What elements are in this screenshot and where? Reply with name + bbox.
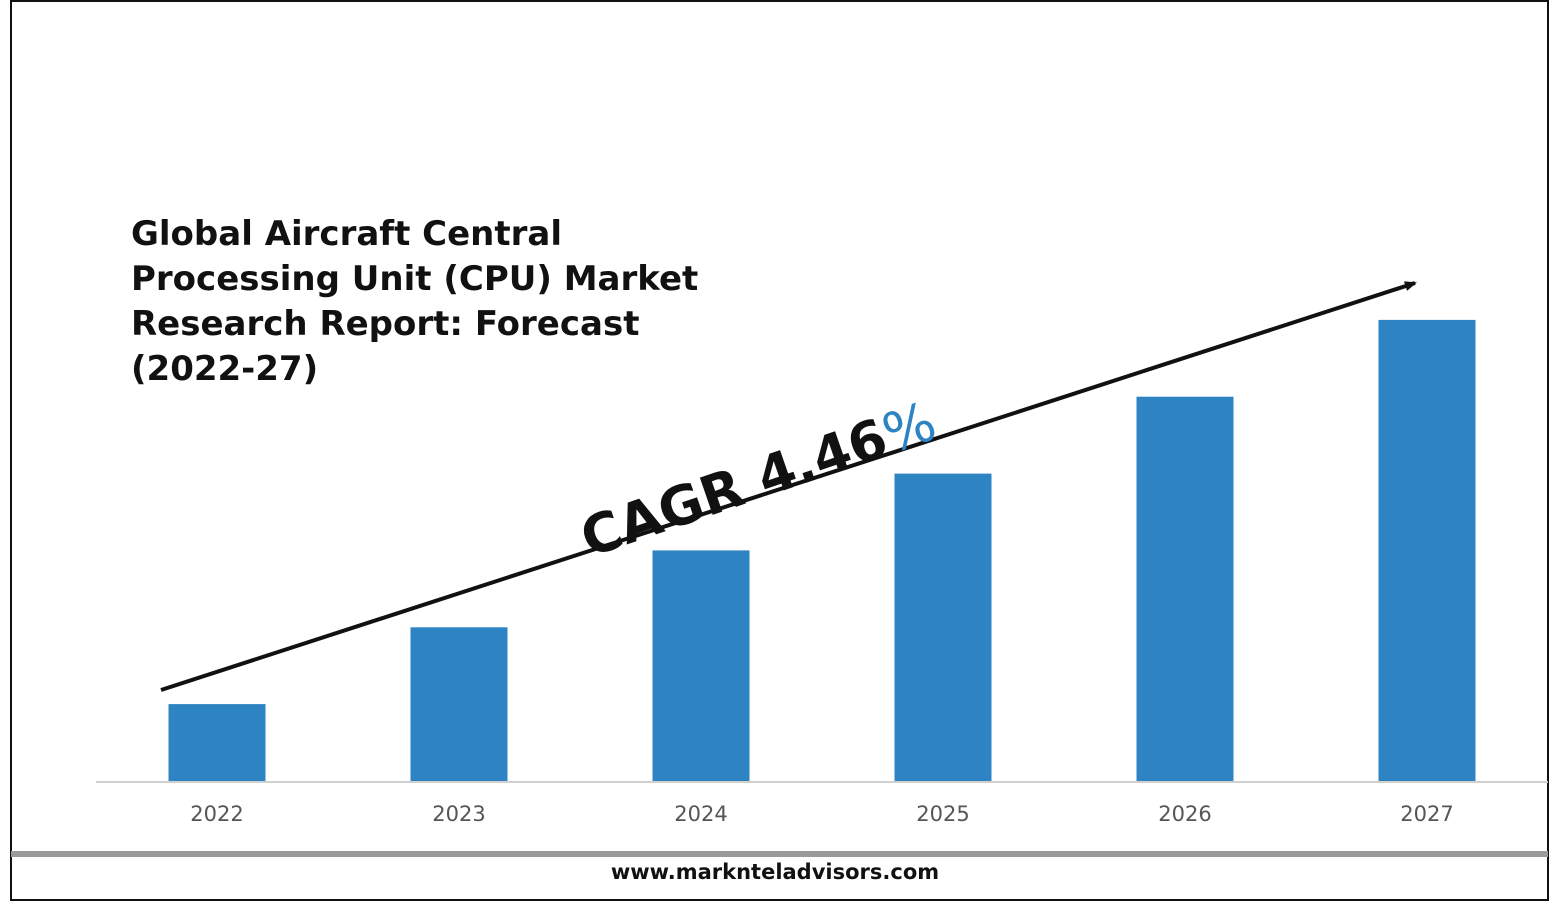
x-tick-label: 2022 (190, 802, 243, 826)
bar-2025 (894, 473, 992, 781)
title-line: Global Aircraft Central (131, 214, 563, 254)
x-tick-label: 2025 (916, 802, 969, 826)
bars-group (168, 319, 1476, 781)
bar-2027 (1378, 319, 1476, 781)
footer-url: www.marknteladvisors.com (610, 860, 940, 884)
trend-arrow (160, 281, 1417, 692)
x-tick-label: 2024 (674, 802, 727, 826)
title-line: (2022-27) (131, 349, 319, 389)
bar-2022 (168, 704, 266, 781)
bar-2026 (1136, 396, 1234, 781)
bar-2023 (410, 627, 508, 781)
x-tick-labels: 2022 2023 2024 2025 2026 2027 (190, 802, 1453, 826)
title-line: Processing Unit (CPU) Market (131, 259, 699, 299)
footer-divider (11, 851, 1548, 857)
bar-2024 (652, 550, 750, 781)
x-tick-label: 2023 (432, 802, 485, 826)
outer-border (10, 0, 1549, 901)
title-line: Research Report: Forecast (131, 304, 640, 344)
chart-title: Global Aircraft Central Processing Unit … (131, 212, 699, 392)
x-tick-label: 2027 (1400, 802, 1453, 826)
x-tick-label: 2026 (1158, 802, 1211, 826)
